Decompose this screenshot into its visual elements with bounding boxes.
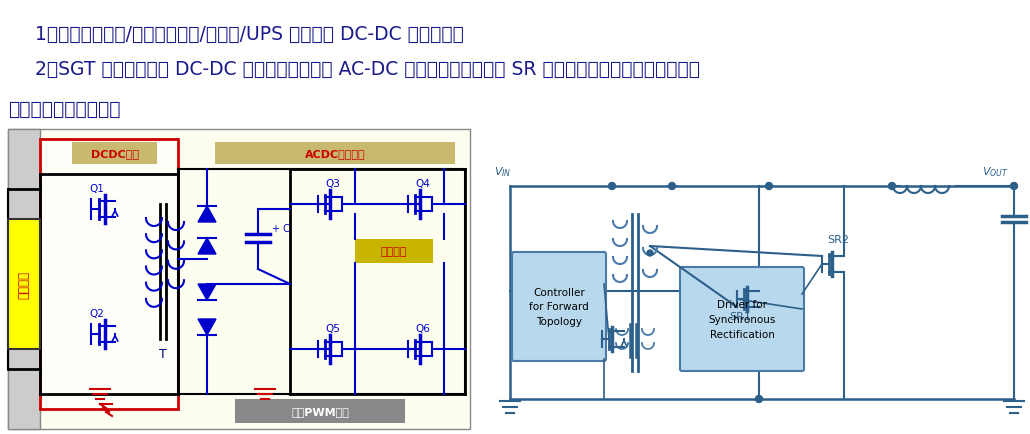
Text: Q3: Q3 [325,178,340,188]
Bar [72,143,157,164]
Text: DCDC升压: DCDC升压 [91,149,139,159]
Bar [8,220,40,349]
Circle shape [647,250,653,256]
Text: Q6: Q6 [415,323,430,333]
FancyBboxPatch shape [512,253,606,361]
Text: $V_{IN}$: $V_{IN}$ [494,165,512,178]
Circle shape [668,183,676,190]
Text: 推换控制: 推换控制 [18,270,31,298]
Bar [40,140,178,409]
Text: 2、SGT 产品可使用在 DC-DC 类的通信电源或者 AC-DC 类的大功率电源充当 SR 同步整流管，压降更低，转换效: 2、SGT 产品可使用在 DC-DC 类的通信电源或者 AC-DC 类的大功率电… [35,60,700,79]
Circle shape [609,183,616,190]
Bar [8,130,470,429]
Text: Q1: Q1 [89,184,104,194]
Text: 全桥PWM控制: 全桥PWM控制 [291,406,349,416]
Text: $V_{OUT}$: $V_{OUT}$ [982,165,1008,178]
Text: T: T [159,348,167,361]
Text: Q2: Q2 [89,308,104,318]
Text: Q4: Q4 [415,178,430,188]
Text: Driver for
Synchronous
Rectification: Driver for Synchronous Rectification [709,299,776,339]
Text: SR1: SR1 [729,311,751,321]
Text: Q5: Q5 [325,323,340,333]
FancyBboxPatch shape [680,267,804,371]
Circle shape [755,395,762,403]
Polygon shape [198,207,216,223]
Text: 率高，达到节能需求。: 率高，达到节能需求。 [8,100,121,119]
Bar [8,130,40,429]
Polygon shape [198,319,216,335]
Polygon shape [198,284,216,300]
Bar [355,240,433,263]
Circle shape [889,183,895,190]
Circle shape [765,183,772,190]
Bar [215,143,455,164]
Circle shape [1010,183,1018,190]
Text: SR2: SR2 [827,234,849,244]
Text: ACDC全桥逆变: ACDC全桥逆变 [305,149,366,159]
Polygon shape [198,238,216,254]
Text: DC输入: DC输入 [19,266,29,293]
Text: 交流输出: 交流输出 [381,247,407,256]
Text: 1、户外储能电源/太阳能控制器/逆变器/UPS 等电源的 DC-DC 升压结构。: 1、户外储能电源/太阳能控制器/逆变器/UPS 等电源的 DC-DC 升压结构。 [35,25,464,44]
Bar [235,399,405,423]
Text: + C: + C [272,224,289,233]
Text: Controller
for Forward
Topology: Controller for Forward Topology [529,287,589,326]
